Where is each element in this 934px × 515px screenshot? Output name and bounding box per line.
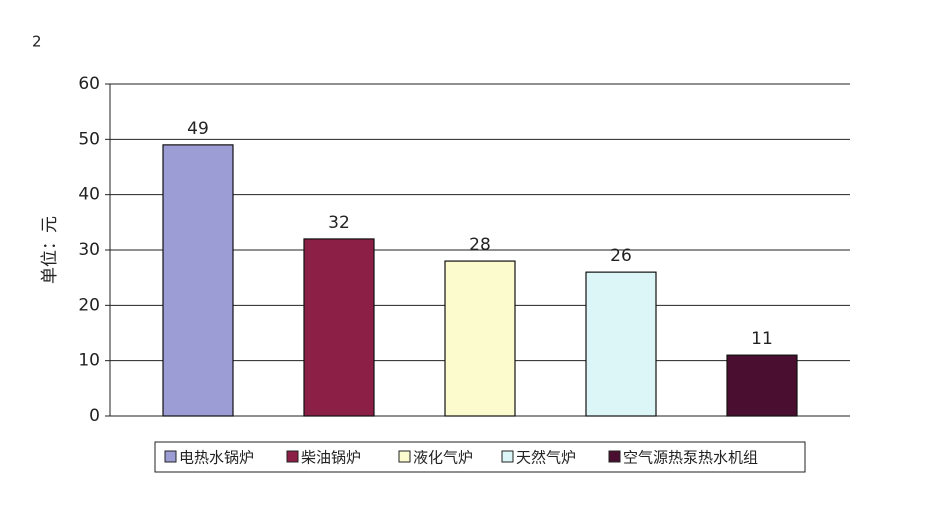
value-label: 26 [610,246,632,266]
legend-label: 电热水锅炉 [179,449,254,467]
y-tick-label: 60 [78,74,100,94]
y-tick-label: 30 [78,240,100,260]
legend-swatch [608,450,621,463]
page-number: 2 [32,33,42,51]
y-axis-label: 单位：元 [40,216,60,284]
legend-label: 天然气炉 [516,449,576,467]
bar [303,238,375,417]
bar [726,354,798,417]
y-tick-label: 0 [89,406,100,426]
y-tick-label: 20 [78,295,100,315]
bar [162,144,234,417]
y-tick-label: 40 [78,185,100,205]
legend-swatch [398,450,411,463]
legend-box [154,441,806,473]
value-label: 32 [328,213,350,233]
legend-label: 柴油锅炉 [301,449,361,467]
legend-swatch [164,450,177,463]
value-label: 11 [751,329,773,349]
value-label: 49 [187,119,209,139]
legend-swatch [501,450,514,463]
bar [585,271,657,417]
y-tick-label: 50 [78,129,100,149]
legend-label: 液化气炉 [413,449,473,467]
value-label: 28 [469,235,491,255]
y-tick-label: 10 [78,351,100,371]
legend-swatch [286,450,299,463]
bar [444,260,516,417]
legend-label: 空气源热泵热水机组 [623,449,758,467]
